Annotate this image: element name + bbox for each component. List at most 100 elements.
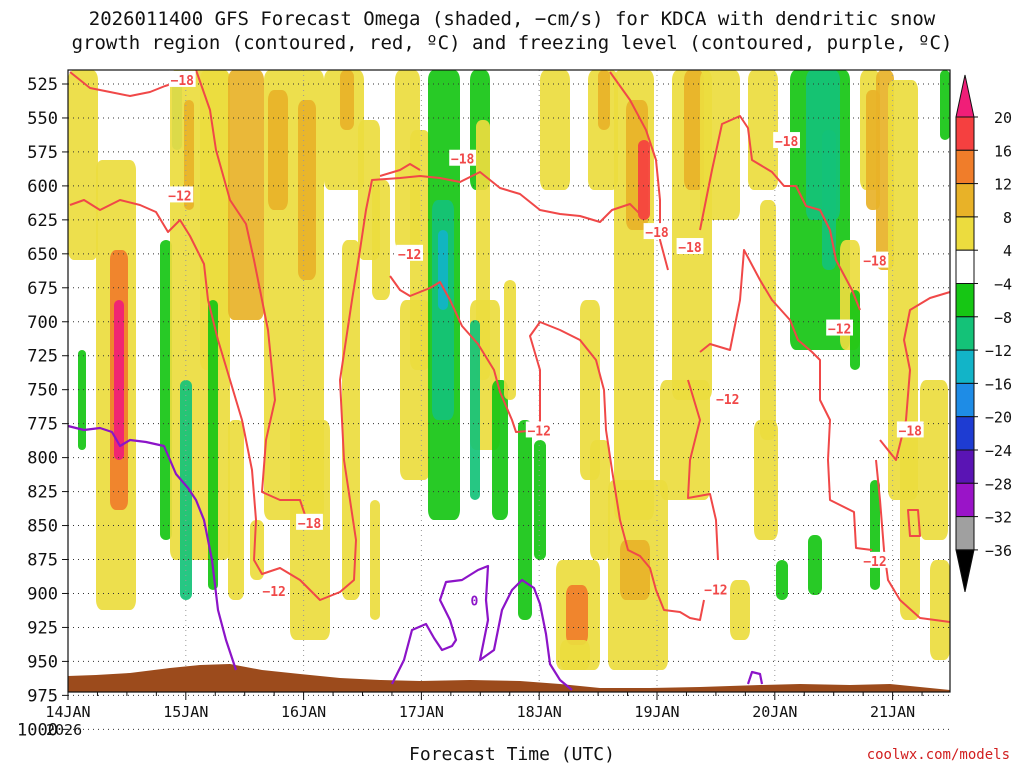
- red-contour-line: [687, 379, 719, 561]
- contour-label-bg: [449, 149, 477, 166]
- x-tick-label: 20JAN: [752, 703, 797, 721]
- y-tick-label: 550: [27, 109, 58, 129]
- colorbar-bin: [955, 482, 975, 518]
- contour-label-bg: [826, 319, 853, 336]
- red-contour-line: [879, 291, 951, 461]
- y-tick-label: 775: [27, 415, 58, 435]
- red-contour-line: [907, 509, 921, 537]
- red-contour-label: −12: [398, 248, 421, 263]
- omega-shade-cell: [268, 90, 288, 210]
- colorbar-bin: [955, 316, 975, 351]
- contour-label-bg: [525, 421, 553, 438]
- red-contour-line: [195, 69, 315, 521]
- omega-shade-cell: [438, 230, 448, 310]
- contour-label-bg: [260, 581, 288, 598]
- dendritic-growth-contours: [69, 69, 951, 623]
- y-tick-label: 825: [27, 483, 58, 503]
- omega-shade-cell: [754, 420, 778, 540]
- contour-label-bg: [676, 238, 704, 255]
- colorbar-bin: [955, 416, 975, 451]
- omega-shade-cell: [588, 70, 618, 190]
- purple-contour-line: [67, 424, 238, 671]
- y-tick-label: 700: [27, 313, 58, 333]
- contour-label-bg: [296, 513, 323, 530]
- y-tick-label: 800: [27, 449, 58, 469]
- y-tick-label: 1000: [17, 720, 58, 740]
- omega-shade-cell: [776, 560, 788, 600]
- red-contour-line: [69, 171, 641, 601]
- colorbar-label: −28: [985, 475, 1012, 493]
- colorbar-bin: [955, 283, 975, 318]
- omega-shade-cell: [540, 70, 570, 190]
- y-tick-label: 975: [27, 686, 58, 706]
- red-contour-line: [699, 249, 873, 551]
- omega-shade-cell: [518, 420, 532, 620]
- colorbar-label: −24: [985, 442, 1012, 460]
- colorbar-bin: [955, 116, 975, 151]
- y-tick-label: 725: [27, 347, 58, 367]
- x-tick-label: 18JAN: [517, 703, 562, 721]
- omega-shade-cell: [290, 420, 330, 640]
- y-tick-label: 525: [27, 75, 58, 95]
- red-contour-label: −12: [704, 583, 727, 598]
- colorbar-bin: [955, 249, 975, 284]
- colorbar-label: 20: [994, 109, 1012, 127]
- red-contour-label: −18: [775, 135, 799, 150]
- red-contour-label: −12: [828, 323, 851, 338]
- contour-label-bg: [166, 186, 194, 203]
- credit-link[interactable]: coolwx.com/models: [866, 747, 1010, 763]
- omega-shade-cell: [492, 380, 508, 520]
- omega-shade-cell: [748, 70, 778, 190]
- omega-shade-cell: [470, 320, 480, 500]
- colorbar-top-arrow: [955, 74, 975, 118]
- omega-shade-cell: [822, 130, 836, 270]
- y-tick-label: 925: [27, 618, 58, 638]
- red-contour-label: −12: [262, 585, 285, 600]
- red-contour-label: −12: [527, 424, 550, 439]
- colorbar-label: −20: [985, 409, 1012, 427]
- red-contour-label: −18: [451, 153, 475, 168]
- omega-shade-cell: [660, 380, 710, 500]
- omega-shade-cell: [638, 140, 650, 220]
- omega-shade-cell: [808, 535, 822, 595]
- omega-shade-cell: [184, 100, 194, 210]
- gridlines: [68, 70, 950, 730]
- red-contour-line: [609, 71, 669, 271]
- y-tick-label: 850: [27, 517, 58, 537]
- red-contour-label: −18: [645, 226, 669, 241]
- x-tick-label: 19JAN: [634, 703, 679, 721]
- plot-frame: [67, 69, 951, 693]
- red-contour-label: −18: [298, 517, 322, 532]
- omega-shade-cell: [114, 300, 124, 460]
- y-tick-label: 600: [27, 177, 58, 197]
- colorbar-bin: [955, 149, 975, 185]
- omega-shade-cell: [370, 500, 380, 620]
- omega-shade-cell: [228, 420, 244, 600]
- red-contour-line: [379, 163, 421, 177]
- pressure-axis: 525 550 575 600 625 650 675 700 725 750 775 800 825 8…: [17, 75, 68, 740]
- surface-terrain: [68, 664, 950, 692]
- omega-shade-cell: [900, 420, 920, 620]
- purple-contour-label: 0: [470, 594, 478, 609]
- omega-shade-cell: [870, 480, 880, 590]
- colorbar-label: −8: [994, 309, 1012, 327]
- colorbar-label: −32: [985, 509, 1012, 527]
- colorbar-label: −4: [994, 276, 1012, 294]
- omega-shade-cell: [684, 70, 704, 190]
- red-contour-label: −18: [171, 74, 195, 89]
- red-contour-label: −12: [716, 393, 739, 408]
- y-tick-label: 625: [27, 211, 58, 231]
- y-tick-label: 900: [27, 584, 58, 604]
- year-label: 2026: [46, 721, 83, 739]
- omega-shade-cell: [504, 280, 516, 400]
- omega-shade-cell: [598, 70, 610, 130]
- colorbar-bin: [955, 449, 975, 484]
- red-contour-line: [875, 459, 951, 623]
- chart-title-line-2: growth region (contoured, red, ºC) and f…: [71, 32, 953, 54]
- red-contour-label: −18: [863, 255, 887, 270]
- omega-shade-cell: [850, 290, 860, 370]
- omega-shade-cell: [620, 540, 650, 600]
- red-contour-line: [699, 115, 861, 311]
- freezing-level-contours: [67, 424, 764, 691]
